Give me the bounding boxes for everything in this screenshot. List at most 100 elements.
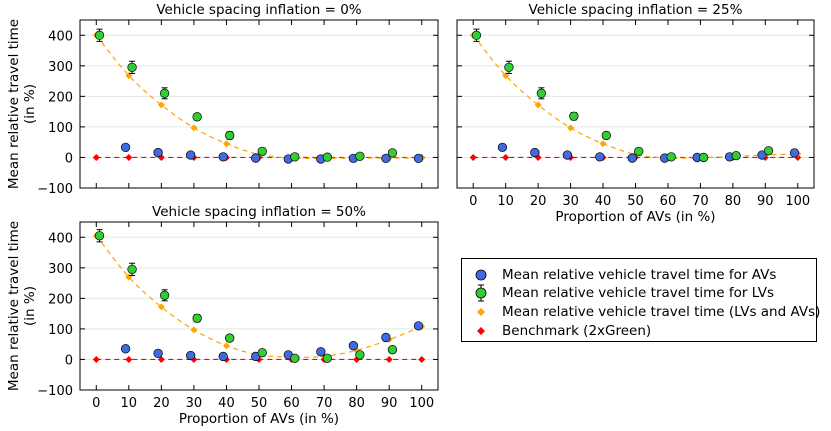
y-axis-label-line: Mean relative travel time xyxy=(6,19,22,189)
y-tick-label: 0 xyxy=(65,151,73,166)
legend: Mean relative vehicle travel time for AV… xyxy=(461,258,821,342)
x-tick-label: 20 xyxy=(153,396,170,411)
av-point xyxy=(413,321,424,331)
x-tick-label: 90 xyxy=(757,194,774,209)
av-point xyxy=(153,348,163,358)
av-point xyxy=(251,153,261,163)
av-point xyxy=(186,150,196,160)
lv-point xyxy=(192,112,202,122)
mixed-curve xyxy=(95,235,422,358)
av-point xyxy=(381,153,391,164)
x-tick-label: 20 xyxy=(530,194,547,209)
lv-point xyxy=(257,146,267,156)
benchmark-point xyxy=(92,153,100,161)
x-tick-label: 90 xyxy=(381,396,398,411)
y-tick-label: −100 xyxy=(37,384,73,399)
av-point xyxy=(789,148,800,158)
y-tick-label: 100 xyxy=(48,323,73,338)
mixed-curve xyxy=(472,34,798,159)
y-axis-label-line: (in %) xyxy=(22,84,38,124)
x-tick-label: 30 xyxy=(186,396,203,411)
mixed-point xyxy=(222,140,230,148)
x-tick-label: 0 xyxy=(92,396,100,411)
lv-point xyxy=(127,62,137,72)
mixed-point xyxy=(157,303,165,311)
lv-point xyxy=(387,345,398,355)
av-point xyxy=(530,147,540,158)
lv-point xyxy=(536,88,547,98)
y-tick-label: 100 xyxy=(48,121,73,136)
y-tick-label: 400 xyxy=(48,231,73,246)
x-tick-label: 100 xyxy=(785,194,810,209)
lv-point xyxy=(127,264,137,274)
x-tick-label: 60 xyxy=(660,194,677,209)
lv-point xyxy=(192,313,202,323)
x-tick-label: 70 xyxy=(316,396,333,411)
av-point xyxy=(218,351,228,362)
av-point xyxy=(627,153,637,163)
mixed-point xyxy=(157,101,165,109)
legend-item-avs: Mean relative vehicle travel time for AV… xyxy=(462,265,816,285)
legend-label-lvs: Mean relative vehicle travel time for LV… xyxy=(502,285,775,301)
benchmark-point xyxy=(469,153,477,161)
lv-point xyxy=(257,348,267,358)
x-tick-label: 80 xyxy=(348,396,365,411)
av-point xyxy=(218,152,228,162)
lv-point xyxy=(290,353,300,363)
mixed-point xyxy=(534,101,542,109)
benchmark-point xyxy=(385,355,393,363)
y-tick-label: 0 xyxy=(65,353,73,368)
lv-point xyxy=(699,152,709,163)
x-tick-label: 30 xyxy=(562,194,579,209)
x-tick-label: 80 xyxy=(725,194,742,209)
lv-point xyxy=(322,353,332,363)
lv-point xyxy=(159,88,170,98)
av-point xyxy=(316,347,326,357)
lv-point xyxy=(355,350,365,360)
av-point xyxy=(413,153,424,164)
panel-2: Vehicle spacing inflation = 50%−10001002… xyxy=(6,204,439,427)
lv-point xyxy=(569,111,579,121)
y-tick-label: 300 xyxy=(48,262,73,277)
x-tick-label: 50 xyxy=(251,396,268,411)
panel-title: Vehicle spacing inflation = 0% xyxy=(156,2,361,18)
av-point xyxy=(120,344,131,354)
benchmark-point xyxy=(125,355,133,363)
x-tick-label: 50 xyxy=(627,194,644,209)
plot-frame xyxy=(79,19,439,189)
x-tick-label: 0 xyxy=(469,194,477,209)
legend-label-mixed: Mean relative vehicle travel time (LVs a… xyxy=(502,304,821,320)
av-point xyxy=(497,142,508,153)
y-axis-label: Mean relative travel time(in %) xyxy=(6,19,38,189)
benchmark-point xyxy=(125,153,133,161)
lv-point xyxy=(763,146,774,156)
y-tick-label: −100 xyxy=(37,182,73,197)
av-point xyxy=(120,142,131,153)
mixed-point xyxy=(222,342,230,350)
lv-point xyxy=(731,150,741,161)
y-tick-label: 300 xyxy=(48,60,73,75)
x-axis-label: Proportion of AVs (in %) xyxy=(555,209,715,225)
panel-title: Vehicle spacing inflation = 25% xyxy=(529,2,743,18)
av-point xyxy=(348,341,359,351)
x-axis-label: Proportion of AVs (in %) xyxy=(179,411,339,427)
legend-label-avs: Mean relative vehicle travel time for AV… xyxy=(502,267,777,283)
mixed-point xyxy=(190,326,198,334)
lv-point xyxy=(601,130,611,141)
lv-point xyxy=(355,151,365,161)
legend-item-lvs: Mean relative vehicle travel time for LV… xyxy=(462,283,816,303)
benchmark-point xyxy=(418,355,426,363)
x-tick-label: 10 xyxy=(121,396,138,411)
mixed-point xyxy=(567,124,575,132)
y-tick-label: 200 xyxy=(48,292,73,307)
plot-frame xyxy=(456,19,815,189)
x-tick-label: 10 xyxy=(497,194,514,209)
legend-marker-benchmark xyxy=(477,327,485,335)
legend-marker-mixed xyxy=(477,308,485,316)
mixed-point xyxy=(190,124,198,132)
lv-point xyxy=(290,152,300,162)
plot-frame xyxy=(79,221,439,391)
x-tick-label: 40 xyxy=(218,396,235,411)
av-point xyxy=(153,147,163,158)
